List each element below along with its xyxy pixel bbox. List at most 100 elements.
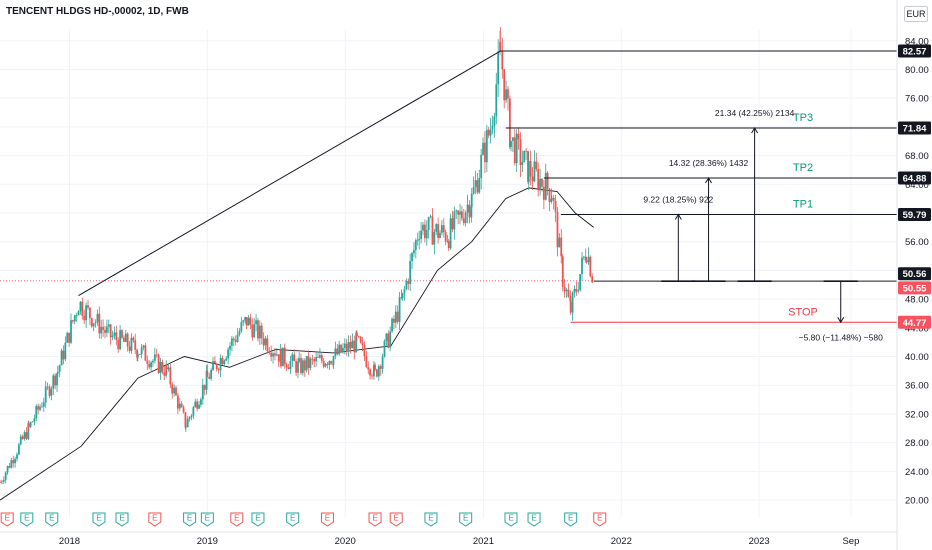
candle-body [401, 292, 404, 298]
y-tick-label: 40.00 [905, 352, 929, 363]
candle-body [487, 129, 490, 136]
candle-body [343, 343, 346, 348]
candle-body [297, 361, 299, 373]
candle-body [527, 160, 530, 182]
candle-body [206, 370, 209, 377]
candle-body [29, 422, 32, 427]
candle-body [283, 347, 286, 365]
candle-body [546, 172, 549, 189]
candle-body [466, 204, 469, 213]
candle-body [66, 332, 69, 343]
candle-body [342, 347, 344, 353]
candle-body [431, 216, 434, 245]
candle-body [175, 387, 177, 396]
y-tick-label: 48.00 [905, 295, 929, 306]
candle-body [345, 343, 348, 352]
candle-body [577, 290, 580, 292]
candle-body [214, 361, 216, 364]
y-tick-label: 76.00 [905, 94, 929, 105]
candle-body [157, 354, 160, 374]
candle-body [148, 363, 151, 368]
candle-body [531, 176, 534, 182]
candle-body [194, 401, 197, 408]
candle-body [155, 354, 158, 356]
candle-body [146, 360, 149, 364]
y-tick-label: 44.00 [905, 323, 929, 334]
candle-body [205, 370, 208, 390]
candle-body [255, 320, 257, 325]
earnings-marker-label: E [372, 514, 377, 523]
candle-body [171, 384, 174, 394]
candle-body [100, 326, 103, 334]
candle-body [413, 250, 415, 254]
candle-body [4, 472, 7, 481]
earnings-marker-label: E [290, 514, 295, 523]
candle-body [264, 338, 267, 346]
candle-body [565, 289, 568, 292]
earnings-marker [593, 512, 607, 527]
candle-body [584, 256, 587, 261]
currency-button[interactable]: EUR [904, 6, 928, 22]
earnings-marker [92, 512, 106, 527]
candle-body [107, 324, 110, 327]
earnings-marker [183, 512, 197, 527]
symbol-title: TENCENT HLDGS HD-,00002, 1D, FWB [6, 6, 189, 17]
candle-body [56, 373, 58, 386]
x-tick-label: 2018 [59, 536, 80, 547]
candle-body [48, 386, 51, 396]
candle-body [104, 329, 106, 333]
earnings-marker-label: E [119, 514, 124, 523]
drawings[interactable]: TP3 TP2 TP1 STOP 9.22 (18.25%) 922 14.32 (28.… [0, 50, 897, 342]
candle-body [50, 388, 53, 396]
candle-body [328, 361, 331, 366]
x-tick-label: 2019 [197, 536, 218, 547]
candle-body [309, 358, 312, 368]
candle-body [403, 288, 406, 293]
candle-body [464, 212, 467, 224]
candle-body [539, 178, 541, 191]
candle-body [400, 297, 403, 299]
candle-body [427, 217, 430, 231]
candle-body [300, 358, 302, 373]
candle-body [203, 384, 206, 390]
candle-body [210, 370, 213, 379]
candle-body [560, 237, 563, 257]
candle-body [544, 172, 547, 200]
candle-body [493, 116, 496, 126]
candle-body [550, 197, 553, 200]
candle-body [268, 350, 271, 353]
candle-body [291, 354, 294, 361]
candle-body [109, 324, 112, 338]
candle-body [507, 89, 509, 99]
candle-body [409, 260, 412, 284]
current-price-tag-bg [898, 281, 931, 295]
candle-body [10, 460, 13, 468]
candle-body [521, 162, 524, 165]
candle-body [334, 348, 337, 357]
candle-body [535, 161, 538, 170]
candle-body [225, 358, 228, 361]
earnings-marker-label: E [5, 514, 10, 523]
candle-body [102, 326, 105, 330]
candle-body [212, 361, 214, 371]
candle-body [94, 322, 97, 324]
earnings-marker [230, 512, 244, 527]
candle-body [71, 320, 74, 322]
candle-body [499, 41, 502, 52]
candle-body [353, 340, 356, 353]
moving-average [0, 187, 594, 501]
candle-body [280, 348, 282, 367]
candle-body [295, 361, 298, 373]
level-price-tag-bg [898, 121, 931, 135]
measure-arrowhead [751, 127, 759, 134]
candle-body [324, 364, 327, 367]
candle-body [150, 362, 152, 368]
y-tick-label: 36.00 [905, 381, 929, 392]
candle-body [351, 340, 354, 349]
candle-body [223, 360, 226, 365]
candle-body [132, 337, 135, 341]
candle-body [124, 333, 127, 342]
candle-body [198, 404, 200, 409]
